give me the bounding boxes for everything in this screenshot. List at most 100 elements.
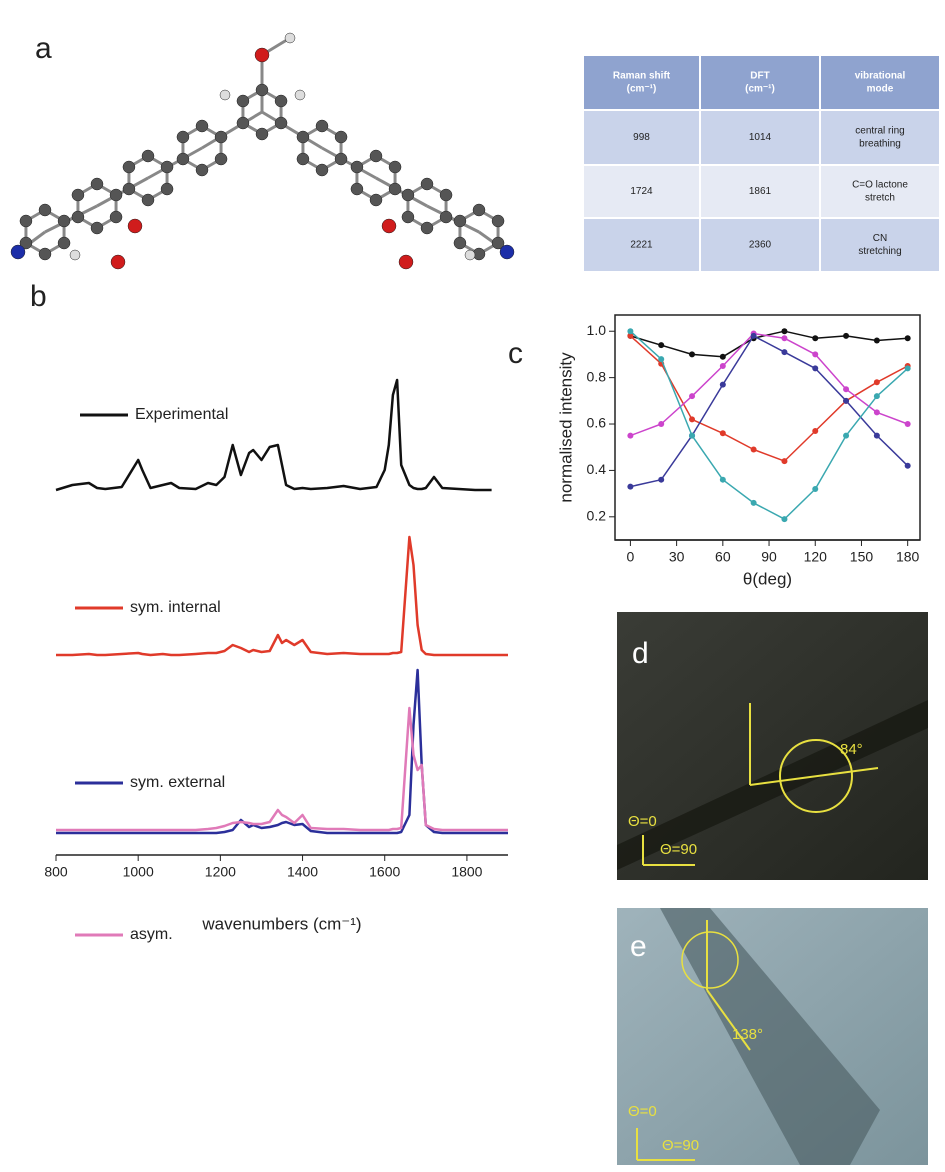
atom bbox=[454, 215, 466, 227]
atom bbox=[316, 164, 328, 176]
series-line bbox=[56, 670, 508, 833]
atom bbox=[351, 183, 363, 195]
table-cell bbox=[821, 219, 939, 271]
atom bbox=[256, 128, 268, 140]
x-tick-label: 120 bbox=[804, 549, 828, 565]
data-point bbox=[812, 365, 818, 371]
atom bbox=[161, 161, 173, 173]
data-point bbox=[781, 458, 787, 464]
atom bbox=[58, 237, 70, 249]
atom bbox=[123, 183, 135, 195]
atom bbox=[237, 95, 249, 107]
table-cell bbox=[701, 56, 819, 109]
atom bbox=[111, 255, 125, 269]
atom bbox=[72, 189, 84, 201]
atom bbox=[440, 211, 452, 223]
atom bbox=[256, 84, 268, 96]
axis-label: Θ=0 bbox=[628, 813, 657, 830]
data-point bbox=[720, 382, 726, 388]
table-text: 2360 bbox=[749, 240, 772, 251]
data-point bbox=[843, 433, 849, 439]
table-header: vibrational bbox=[855, 71, 906, 82]
atom bbox=[72, 211, 84, 223]
atom bbox=[142, 194, 154, 206]
angle-label: 138° bbox=[732, 1026, 763, 1043]
atom bbox=[370, 150, 382, 162]
table-text: 1724 bbox=[630, 186, 653, 197]
atom bbox=[297, 131, 309, 143]
atom bbox=[58, 215, 70, 227]
bond bbox=[427, 206, 479, 232]
data-point bbox=[781, 349, 787, 355]
data-point bbox=[689, 433, 695, 439]
panel-label: b bbox=[30, 280, 47, 313]
axis-label: Θ=90 bbox=[660, 841, 697, 858]
data-point bbox=[751, 333, 757, 339]
molecule bbox=[11, 33, 514, 269]
data-point bbox=[781, 516, 787, 522]
figure: Raman shift(cm⁻¹)DFT(cm⁻¹)vibrationalmod… bbox=[0, 0, 945, 1172]
atom bbox=[335, 153, 347, 165]
atom bbox=[70, 250, 80, 260]
atom bbox=[465, 250, 475, 260]
legend-label: sym. external bbox=[130, 774, 225, 791]
x-tick-label: 1600 bbox=[369, 864, 400, 880]
table-header: mode bbox=[867, 84, 894, 95]
series-line bbox=[56, 380, 492, 490]
table-text: 998 bbox=[633, 132, 650, 143]
x-tick-label: 800 bbox=[44, 864, 68, 880]
data-point bbox=[874, 379, 880, 385]
data-point bbox=[720, 477, 726, 483]
atom bbox=[389, 161, 401, 173]
table-cell bbox=[821, 56, 939, 109]
atom bbox=[177, 131, 189, 143]
atom bbox=[161, 183, 173, 195]
bond bbox=[322, 148, 376, 178]
data-point bbox=[689, 393, 695, 399]
data-point bbox=[843, 386, 849, 392]
data-point bbox=[751, 500, 757, 506]
atom bbox=[275, 95, 287, 107]
atom bbox=[142, 150, 154, 162]
data-point bbox=[874, 409, 880, 415]
table-cell bbox=[821, 111, 939, 164]
axis-label: Θ=0 bbox=[628, 1103, 657, 1120]
atom bbox=[275, 117, 287, 129]
panel-label: d bbox=[632, 637, 649, 670]
data-point bbox=[658, 421, 664, 427]
y-tick-label: 0.2 bbox=[587, 508, 607, 524]
table-header: Raman shift bbox=[613, 71, 671, 82]
data-point bbox=[751, 447, 757, 453]
legend-label: sym. internal bbox=[130, 599, 221, 616]
bond bbox=[45, 206, 97, 232]
data-point bbox=[689, 416, 695, 422]
atom bbox=[39, 248, 51, 260]
table-header: (cm⁻¹) bbox=[627, 84, 657, 95]
y-tick-label: 1.0 bbox=[587, 322, 607, 338]
data-point bbox=[627, 484, 633, 490]
data-point bbox=[781, 328, 787, 334]
atom bbox=[110, 211, 122, 223]
data-point bbox=[905, 463, 911, 469]
table-text: stretching bbox=[858, 246, 901, 257]
angle-label: 84° bbox=[840, 741, 863, 758]
atom bbox=[196, 164, 208, 176]
atom bbox=[440, 189, 452, 201]
table-cell bbox=[584, 56, 699, 109]
atom bbox=[492, 215, 504, 227]
atom bbox=[297, 153, 309, 165]
table-text: CN bbox=[873, 233, 887, 244]
legend-label: asym. bbox=[130, 926, 173, 943]
atom bbox=[110, 189, 122, 201]
atom bbox=[11, 245, 25, 259]
axis-label: Θ=90 bbox=[662, 1137, 699, 1154]
x-tick-label: 1200 bbox=[205, 864, 236, 880]
y-tick-label: 0.8 bbox=[587, 368, 607, 384]
panel-label: e bbox=[630, 930, 647, 963]
atom bbox=[215, 131, 227, 143]
x-tick-label: 150 bbox=[850, 549, 874, 565]
y-tick-label: 0.6 bbox=[587, 415, 607, 431]
atom bbox=[389, 183, 401, 195]
x-axis-title: wavenumbers (cm⁻¹) bbox=[201, 914, 361, 933]
atom bbox=[20, 215, 32, 227]
